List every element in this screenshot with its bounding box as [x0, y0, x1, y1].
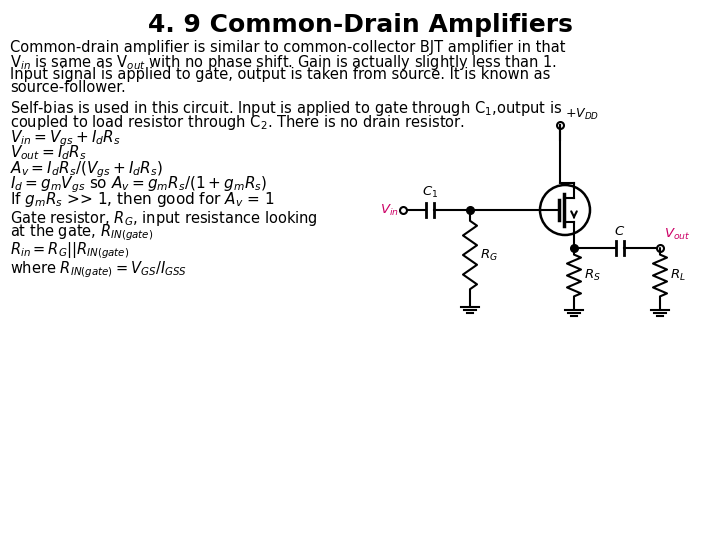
Text: $R_{in} = R_G||R_{IN(gate)}$: $R_{in} = R_G||R_{IN(gate)}$	[10, 240, 130, 261]
Text: Self-bias is used in this circuit. Input is applied to gate through C$_1$,output: Self-bias is used in this circuit. Input…	[10, 99, 562, 118]
Text: source-follower.: source-follower.	[10, 80, 126, 96]
Text: $V_{out} = I_dR_s$: $V_{out} = I_dR_s$	[10, 144, 86, 162]
Text: Gate resistor, $R_G$, input resistance looking: Gate resistor, $R_G$, input resistance l…	[10, 208, 318, 227]
Text: $C_1$: $C_1$	[422, 185, 438, 200]
Text: where $R_{IN(gate)} = V_{GS}/I_{GSS}$: where $R_{IN(gate)} = V_{GS}/I_{GSS}$	[10, 259, 187, 280]
Text: $A_v = I_dR_s/(V_{gs} + I_dR_s)$: $A_v = I_dR_s/(V_{gs} + I_dR_s)$	[10, 159, 163, 180]
Text: $C$: $C$	[614, 225, 626, 238]
Text: $V_{out}$: $V_{out}$	[664, 227, 690, 242]
Text: Common-drain amplifier is similar to common-collector BJT amplifier in that: Common-drain amplifier is similar to com…	[10, 40, 565, 55]
Text: $V_{in}$: $V_{in}$	[380, 202, 399, 218]
Text: $R_S$: $R_S$	[584, 268, 600, 283]
Text: at the gate, $R_{IN(gate)}$: at the gate, $R_{IN(gate)}$	[10, 222, 153, 242]
Text: $I_d = g_mV_{gs}$ so $A_v = g_mR_s/(1 + g_mR_s)$: $I_d = g_mV_{gs}$ so $A_v = g_mR_s/(1 + …	[10, 174, 267, 195]
Text: $\mathregular{V}_{in}$ is same as $\mathregular{V}_{out}$ with no phase shift. G: $\mathregular{V}_{in}$ is same as $\math…	[10, 53, 557, 72]
Text: Input signal is applied to gate, output is taken from source. It is known as: Input signal is applied to gate, output …	[10, 67, 550, 82]
Text: $R_L$: $R_L$	[670, 268, 686, 283]
Text: If $g_mR_s$ >> 1, then good for $A_v$ = 1: If $g_mR_s$ >> 1, then good for $A_v$ = …	[10, 190, 274, 209]
Text: $R_G$: $R_G$	[480, 247, 498, 262]
Text: 4. 9 Common-Drain Amplifiers: 4. 9 Common-Drain Amplifiers	[148, 13, 572, 37]
Text: coupled to load resistor through C$_2$. There is no drain resistor.: coupled to load resistor through C$_2$. …	[10, 112, 465, 132]
Text: $V_{in} = V_{gs} + I_dR_s$: $V_{in} = V_{gs} + I_dR_s$	[10, 128, 121, 148]
Text: $+V_{DD}$: $+V_{DD}$	[565, 107, 599, 122]
